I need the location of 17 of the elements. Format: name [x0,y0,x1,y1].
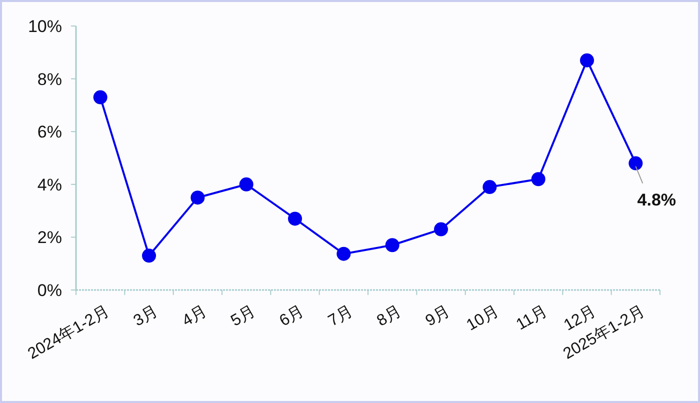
y-tick-label: 4% [37,175,62,194]
x-tick-label: 6月 [276,302,307,330]
x-tick-label: 8月 [374,302,404,330]
x-tick-label: 2024年1-2月 [25,302,112,363]
data-label: 4.8% [637,190,676,210]
x-tick-label: 4月 [180,302,210,330]
x-tick-label: 3月 [130,302,161,330]
y-tick-label: 2% [37,228,62,248]
y-tick-label: 10% [28,17,62,36]
x-tick-label: 5月 [228,302,258,330]
x-tick-label: 10月 [464,302,502,334]
x-tick-label: 11月 [514,302,550,334]
y-tick-label: 8% [37,70,62,89]
y-tick-label: 6% [37,122,62,142]
x-tick-label: 7月 [326,302,356,330]
x-tick-label: 9月 [422,302,453,330]
y-tick-label: 0% [37,281,62,300]
